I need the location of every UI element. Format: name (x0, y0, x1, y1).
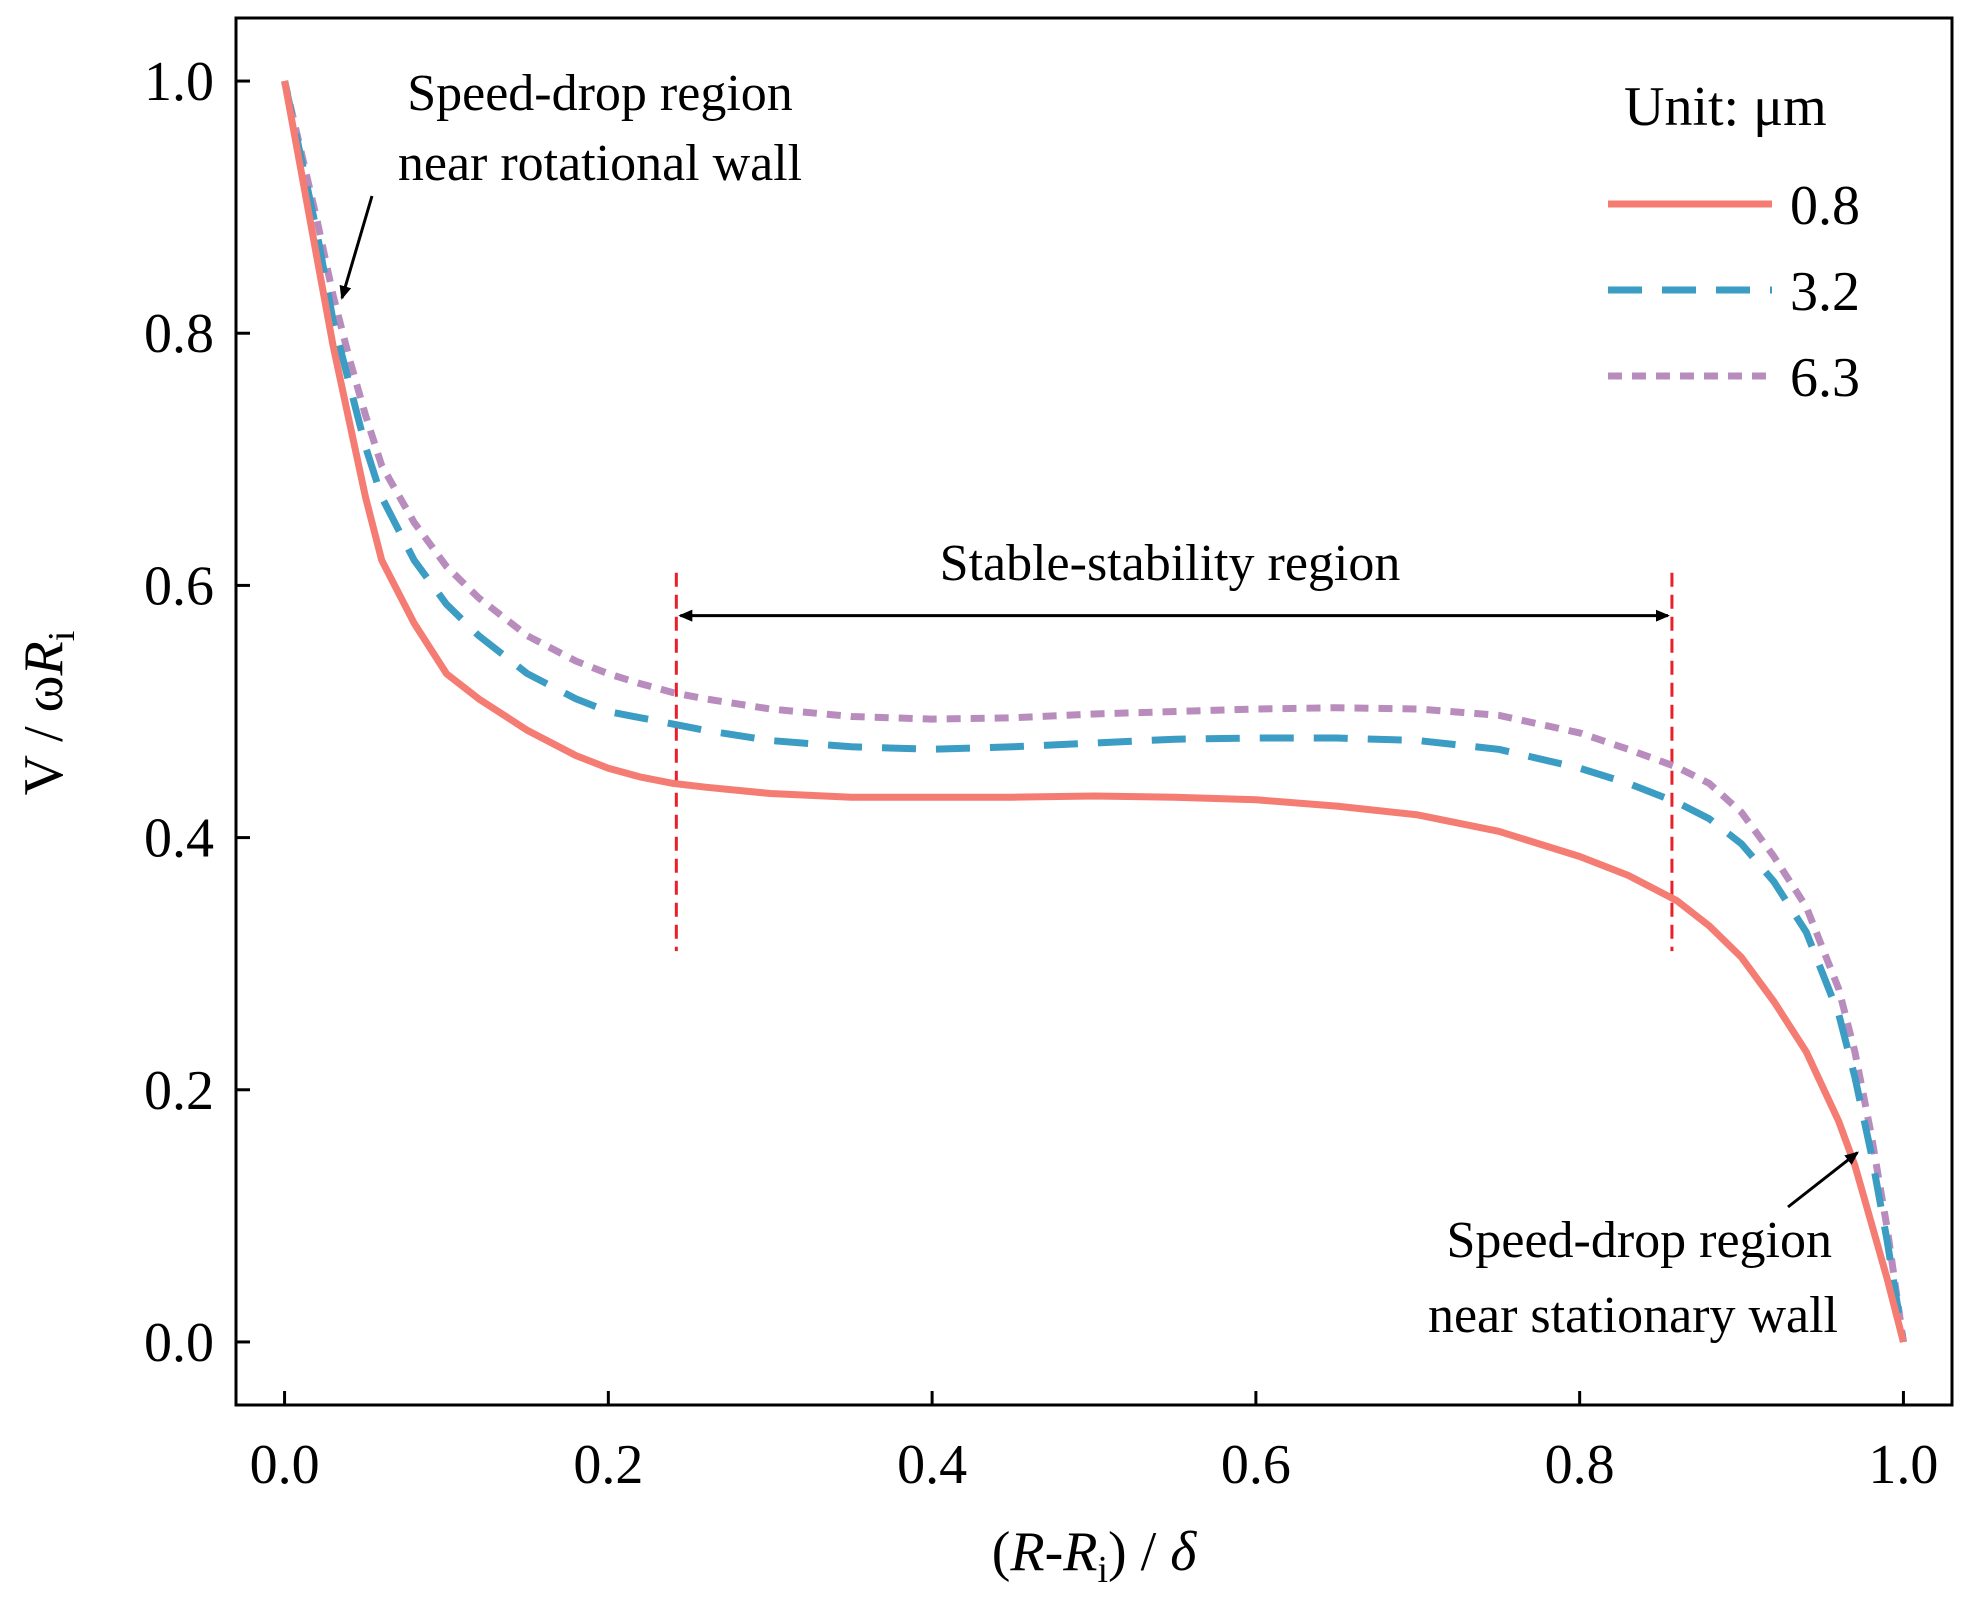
series-line-3.2 (281, 80, 1907, 1343)
arrow-stationary-wall (1787, 1151, 1859, 1209)
series-line-6.3 (281, 80, 1907, 1343)
annotation-rotational-wall-line2: near rotational wall (398, 135, 802, 192)
annotation-arrows (339, 195, 1859, 1209)
region-boundary-lines (674, 572, 1674, 952)
y-axis-ticks: 0.0 0.2 0.4 0.6 0.8 1.0 (144, 51, 250, 1374)
annotation-stationary-wall-line2: near stationary wall (1428, 1287, 1838, 1344)
x-tick-label-4: 0.8 (1545, 1434, 1615, 1496)
x-tick-label-2: 0.4 (897, 1434, 967, 1496)
y-tick-label-1: 0.2 (144, 1060, 214, 1122)
y-tick-label-4: 0.8 (144, 303, 214, 365)
data-series (281, 80, 1907, 1343)
x-tick-label-1: 0.2 (573, 1434, 643, 1496)
y-tick-label-5: 1.0 (144, 51, 214, 113)
plot-frame (234, 16, 1954, 1407)
x-axis-ticks: 0.0 0.2 0.4 0.6 0.8 1.0 (250, 1391, 1938, 1496)
legend-label-3.2: 3.2 (1790, 261, 1860, 323)
annotation-stationary-wall-line1: Speed-drop region (1446, 1212, 1832, 1269)
x-tick-label-3: 0.6 (1221, 1434, 1291, 1496)
arrow-rotational-wall (339, 195, 374, 300)
annotation-stable-region: Stable-stability region (940, 535, 1401, 592)
legend-title: Unit: μm (1624, 76, 1827, 138)
series-line-0.8 (281, 80, 1907, 1343)
x-axis-title: (R-Ri) / δ (992, 1521, 1198, 1591)
legend-label-6.3: 6.3 (1790, 347, 1860, 409)
y-tick-label-3: 0.6 (144, 555, 214, 617)
y-tick-label-0: 0.0 (144, 1312, 214, 1374)
annotation-rotational-wall-line1: Speed-drop region (407, 65, 793, 122)
y-axis-title: V / ωRi (13, 631, 83, 796)
x-tick-label-5: 1.0 (1868, 1434, 1938, 1496)
legend-label-0.8: 0.8 (1790, 175, 1860, 237)
x-tick-label-0: 0.0 (250, 1434, 320, 1496)
y-tick-label-2: 0.4 (144, 808, 214, 870)
legend: Unit: μm 0.8 3.2 6.3 (1608, 76, 1860, 409)
